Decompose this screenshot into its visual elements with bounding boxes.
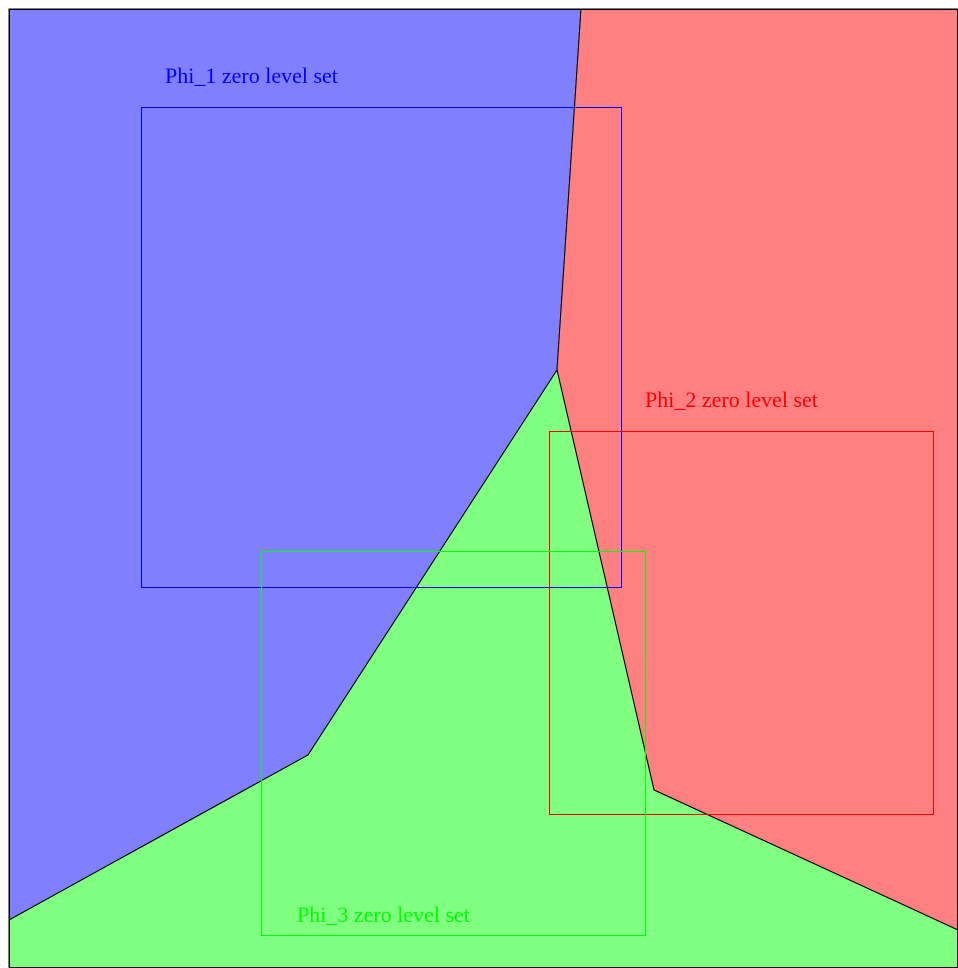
label-phi-3: Phi_3 zero level set bbox=[297, 902, 470, 927]
label-phi-2: Phi_2 zero level set bbox=[645, 387, 818, 412]
region-phi-3 bbox=[8, 368, 958, 968]
box-phi-1 bbox=[141, 107, 622, 588]
box-phi-2 bbox=[549, 431, 934, 815]
box-phi-3 bbox=[261, 551, 646, 936]
label-phi-1: Phi_1 zero level set bbox=[165, 63, 338, 88]
